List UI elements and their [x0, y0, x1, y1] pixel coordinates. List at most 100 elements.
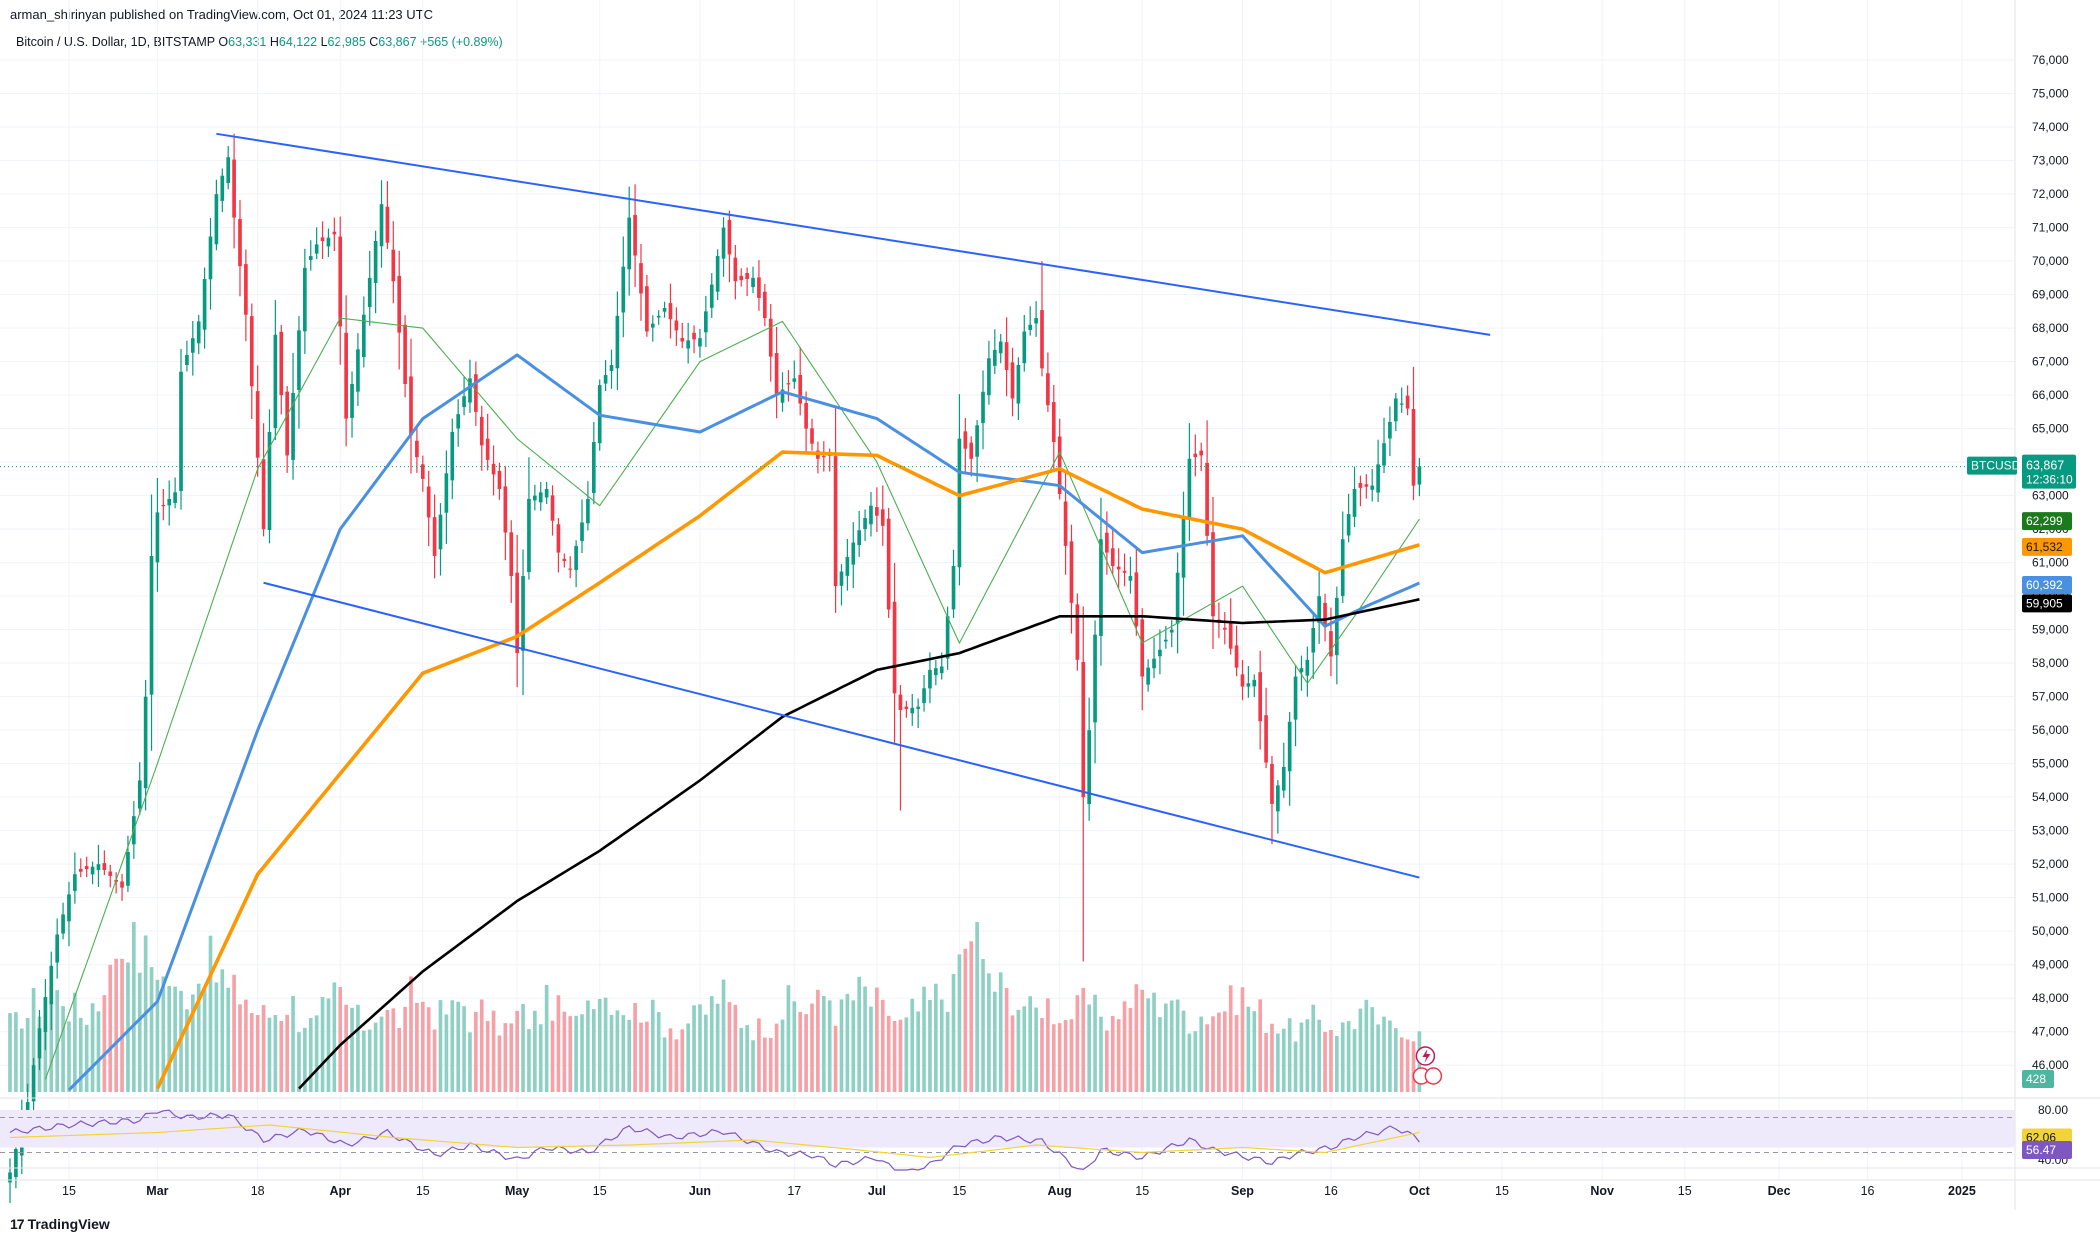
- volume-bar: [137, 972, 142, 1092]
- candle-body: [1276, 785, 1280, 812]
- candle-body: [591, 442, 596, 493]
- candle-body: [167, 498, 172, 506]
- candle: [804, 391, 808, 452]
- volume-bar: [1388, 1020, 1392, 1092]
- candle-body: [939, 666, 944, 674]
- candle: [314, 227, 319, 260]
- candle: [762, 284, 767, 327]
- candle-body: [297, 330, 301, 390]
- candle-body: [715, 256, 720, 292]
- volume-bar: [155, 979, 160, 1092]
- candle-body: [1193, 453, 1198, 458]
- countdown-text: 12:36:10: [2026, 473, 2073, 487]
- candle: [485, 413, 490, 471]
- volume-bar: [1228, 985, 1233, 1092]
- candle-body: [137, 780, 142, 809]
- candle: [538, 482, 543, 511]
- candle-body: [1305, 659, 1310, 676]
- volume-bar: [61, 1006, 65, 1092]
- candle-body: [1352, 488, 1357, 517]
- candle-body: [1199, 450, 1204, 456]
- candle-body: [479, 416, 484, 446]
- volume-bar: [1399, 1037, 1404, 1092]
- candle: [303, 248, 307, 355]
- candle-body: [409, 376, 413, 436]
- time-tick-label: Oct: [1409, 1184, 1431, 1198]
- time-tick-label: Mar: [146, 1184, 168, 1198]
- volume-bar: [1105, 1030, 1109, 1092]
- candle: [173, 477, 177, 509]
- candle-body: [1382, 443, 1386, 466]
- candle-body: [179, 371, 183, 491]
- candle-body: [580, 522, 584, 542]
- candle-body: [1287, 721, 1292, 772]
- volume-bar: [880, 999, 885, 1092]
- volume-bar: [1016, 1009, 1021, 1092]
- candle: [863, 509, 867, 541]
- volume-bar: [1128, 1007, 1133, 1092]
- candle-body: [73, 874, 77, 891]
- candle: [350, 371, 354, 438]
- volume-bar: [992, 991, 997, 1092]
- candle-body: [810, 428, 814, 444]
- candle: [1128, 556, 1133, 594]
- candle: [621, 236, 626, 338]
- volume-bar: [1046, 998, 1050, 1092]
- volume-bar: [314, 1015, 319, 1092]
- volume-bar: [397, 1027, 402, 1092]
- volume-bar: [538, 1024, 543, 1092]
- price-tick-label: 76,000: [2032, 53, 2069, 67]
- candle-body: [1175, 572, 1180, 624]
- candle-body: [456, 414, 461, 429]
- candle-body: [503, 486, 508, 533]
- legend-symbol[interactable]: Bitcoin / U.S. Dollar, 1D, BITSTAMP: [16, 35, 215, 49]
- volume-bar: [981, 959, 985, 1092]
- candle: [143, 680, 148, 811]
- candle-body: [987, 358, 991, 396]
- volume-bar: [297, 1032, 301, 1092]
- volume-bar: [1382, 1016, 1386, 1092]
- tradingview-logo[interactable]: 17 TradingView: [10, 1216, 110, 1232]
- candle-body: [975, 425, 979, 457]
- candle: [120, 873, 124, 902]
- volume-bar: [1163, 1003, 1168, 1092]
- candle-body: [1405, 395, 1410, 409]
- volume-bar: [1311, 1004, 1316, 1092]
- candle-body: [1393, 398, 1398, 422]
- price-tick-label: 59,000: [2032, 623, 2069, 637]
- ma-50-tag-text: 60,392: [2026, 578, 2063, 592]
- candle-body: [639, 263, 643, 294]
- candle: [1364, 474, 1369, 499]
- candle-body: [1152, 658, 1156, 669]
- ma-200-tag-bg: [2022, 594, 2072, 613]
- candle-body: [84, 866, 89, 870]
- volume-bar: [650, 999, 655, 1092]
- volume-bar: [757, 1018, 761, 1092]
- candle: [1140, 608, 1145, 711]
- ma_100-line: [155, 450, 1420, 1090]
- time-tick-label: 15: [1678, 1184, 1692, 1198]
- candle: [214, 179, 219, 251]
- candle-body: [96, 864, 101, 871]
- price-tick-label: 67,000: [2032, 355, 2069, 369]
- candle: [432, 494, 437, 579]
- candle: [1299, 655, 1304, 691]
- candle: [444, 450, 449, 544]
- candle-body: [762, 291, 767, 319]
- candle: [798, 347, 803, 416]
- time-tick-label: May: [505, 1184, 529, 1198]
- volume-bar: [1034, 1007, 1038, 1092]
- candle-body: [214, 194, 219, 245]
- volume-bar: [568, 1016, 573, 1092]
- volume-bar: [1346, 1021, 1351, 1092]
- volume-bar: [798, 1011, 803, 1092]
- candle-body: [55, 934, 60, 963]
- candle: [356, 333, 360, 406]
- volume-bar: [804, 1014, 808, 1092]
- candle: [880, 485, 885, 546]
- candle-body: [981, 391, 985, 424]
- candle: [568, 556, 573, 579]
- volume-bar: [291, 995, 295, 1092]
